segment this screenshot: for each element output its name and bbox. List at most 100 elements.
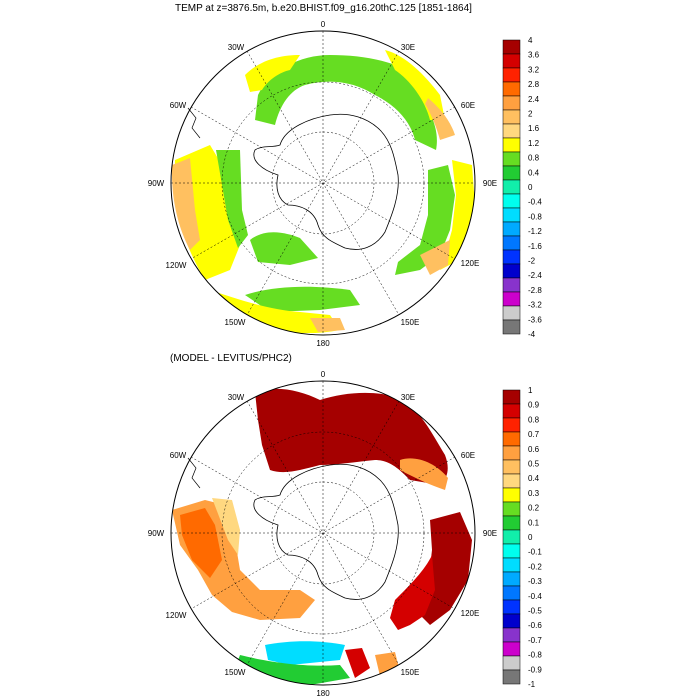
colorbar-swatch: [502, 179, 521, 195]
colorbar-swatch: [502, 655, 521, 671]
colorbar-swatch: [502, 53, 521, 69]
colorbar-label: 0.4: [528, 474, 540, 483]
colorbar-label: -1.6: [528, 242, 542, 251]
field-darkred-east: [420, 512, 472, 625]
lon-label-60w: 60W: [170, 101, 187, 110]
colorbar-swatch: [502, 543, 521, 559]
colorbar-label: 0: [528, 533, 533, 542]
colorbar-swatch: [502, 263, 521, 279]
colorbar-swatch: [502, 165, 521, 181]
colorbar-label: -1.2: [528, 227, 542, 236]
colorbar-label: -0.3: [528, 577, 542, 586]
lon-label-60w: 60W: [170, 451, 187, 460]
lon-label-90w: 90W: [148, 179, 165, 188]
map-panel-2: 0 30E 60E 90E 120E 150E 180 150W 120W 90…: [148, 370, 497, 698]
lon-label-150w: 150W: [225, 668, 246, 677]
colorbar-label: -0.9: [528, 665, 542, 674]
colorbar-label: 0.4: [528, 168, 540, 177]
colorbar-label: 0: [528, 183, 533, 192]
lon-label-180: 180: [316, 689, 330, 698]
colorbar-swatch: [502, 501, 521, 517]
lon-label-0: 0: [321, 20, 326, 29]
colorbar-swatch: [502, 193, 521, 209]
longitude-labels-1: 0 30E 60E 90E 120E 150E 180 150W 120W 90…: [148, 20, 497, 348]
colorbar-swatch: [502, 319, 521, 335]
field-green-west: [216, 150, 248, 248]
colorbar-label: 0.7: [528, 430, 540, 439]
colorbar-label: -0.2: [528, 562, 542, 571]
colorbar-swatch: [502, 389, 521, 405]
colorbar-label: 2.8: [528, 80, 540, 89]
field-green-south-2: [245, 286, 360, 312]
colorbar-swatch: [502, 557, 521, 573]
colorbar-swatch: [502, 151, 521, 167]
map-2-boundary: [170, 380, 476, 686]
colorbar-label: -2: [528, 257, 536, 266]
colorbar-swatch: [502, 67, 521, 83]
lon-label-120w: 120W: [166, 611, 187, 620]
colorbar-swatch: [502, 627, 521, 643]
lon-label-150w: 150W: [225, 318, 246, 327]
colorbar-label: 0.8: [528, 415, 540, 424]
colorbar-swatch: [502, 473, 521, 489]
colorbar-swatch: [502, 599, 521, 615]
map-1-fields: [172, 50, 475, 334]
field-red-east: [390, 555, 435, 630]
colorbar-label: -3.6: [528, 315, 542, 324]
colorbar-label: -0.5: [528, 607, 542, 616]
lon-label-120e: 120E: [461, 609, 480, 618]
lon-label-90w: 90W: [148, 529, 165, 538]
colorbar-swatch: [502, 291, 521, 307]
colorbar-label: -1: [528, 680, 536, 689]
colorbar-label: 1.6: [528, 124, 540, 133]
colorbar-swatch: [502, 109, 521, 125]
colorbar-label: 3.6: [528, 51, 540, 60]
colorbar-swatch: [502, 515, 521, 531]
field-green-north: [255, 55, 437, 150]
field-cyan-south: [265, 641, 345, 665]
lon-label-30w: 30W: [228, 43, 245, 52]
colorbar-swatch: [502, 305, 521, 321]
colorbar-swatch: [502, 221, 521, 237]
field-orange-ne-2: [400, 458, 448, 490]
colorbar-label: 3.2: [528, 65, 540, 74]
graticule-2: [171, 381, 475, 685]
colorbar-label: -4: [528, 330, 536, 339]
colorbar-swatch: [502, 137, 521, 153]
colorbar-label: 1.2: [528, 139, 540, 148]
colorbar-2: 1 0.9 0.8 0.7 0.6 0.5 0.4 0.3 0.2 0.1 0 -0.1 -0.2 -0.…: [502, 386, 542, 689]
colorbar-label: -3.2: [528, 301, 542, 310]
colorbar-label: 0.3: [528, 489, 540, 498]
colorbar-label: 2.4: [528, 95, 540, 104]
colorbar-swatch: [502, 277, 521, 293]
lon-label-150e: 150E: [401, 668, 420, 677]
colorbar-label: 4: [528, 36, 533, 45]
colorbar-swatch: [502, 235, 521, 251]
colorbar-swatch: [502, 571, 521, 587]
field-orange-east: [420, 240, 450, 275]
colorbar-label: -0.4: [528, 198, 542, 207]
colorbar-swatch: [502, 585, 521, 601]
colorbar-swatch: [502, 445, 521, 461]
colorbar-label: -0.1: [528, 548, 542, 557]
lon-label-30w: 30W: [228, 393, 245, 402]
graticule-1: [171, 31, 475, 335]
field-darkorange-west: [180, 508, 222, 578]
colorbar-label: 0.8: [528, 154, 540, 163]
colorbar-1: 4 3.6 3.2 2.8 2.4 2 1.6 1.2 0.8 0.4 0 -0.4 -0.8 -1.2 -…: [502, 36, 542, 339]
colorbar-swatch: [502, 417, 521, 433]
lon-label-90e: 90E: [483, 179, 497, 188]
colorbar-label: 0.6: [528, 445, 540, 454]
colorbar-label: 0.1: [528, 518, 540, 527]
colorbar-swatch: [502, 613, 521, 629]
map-panel-1: 0 30E 60E 90E 120E 150E 180 150W 120W 90…: [148, 20, 497, 348]
colorbar-label: 0.2: [528, 504, 540, 513]
colorbar-label: -2.4: [528, 271, 542, 280]
lon-label-30e: 30E: [401, 43, 415, 52]
colorbar-swatch: [502, 487, 521, 503]
field-darkred-north: [255, 388, 448, 485]
field-yellow-north: [245, 55, 300, 92]
lon-label-150e: 150E: [401, 318, 420, 327]
colorbar-swatch: [502, 123, 521, 139]
